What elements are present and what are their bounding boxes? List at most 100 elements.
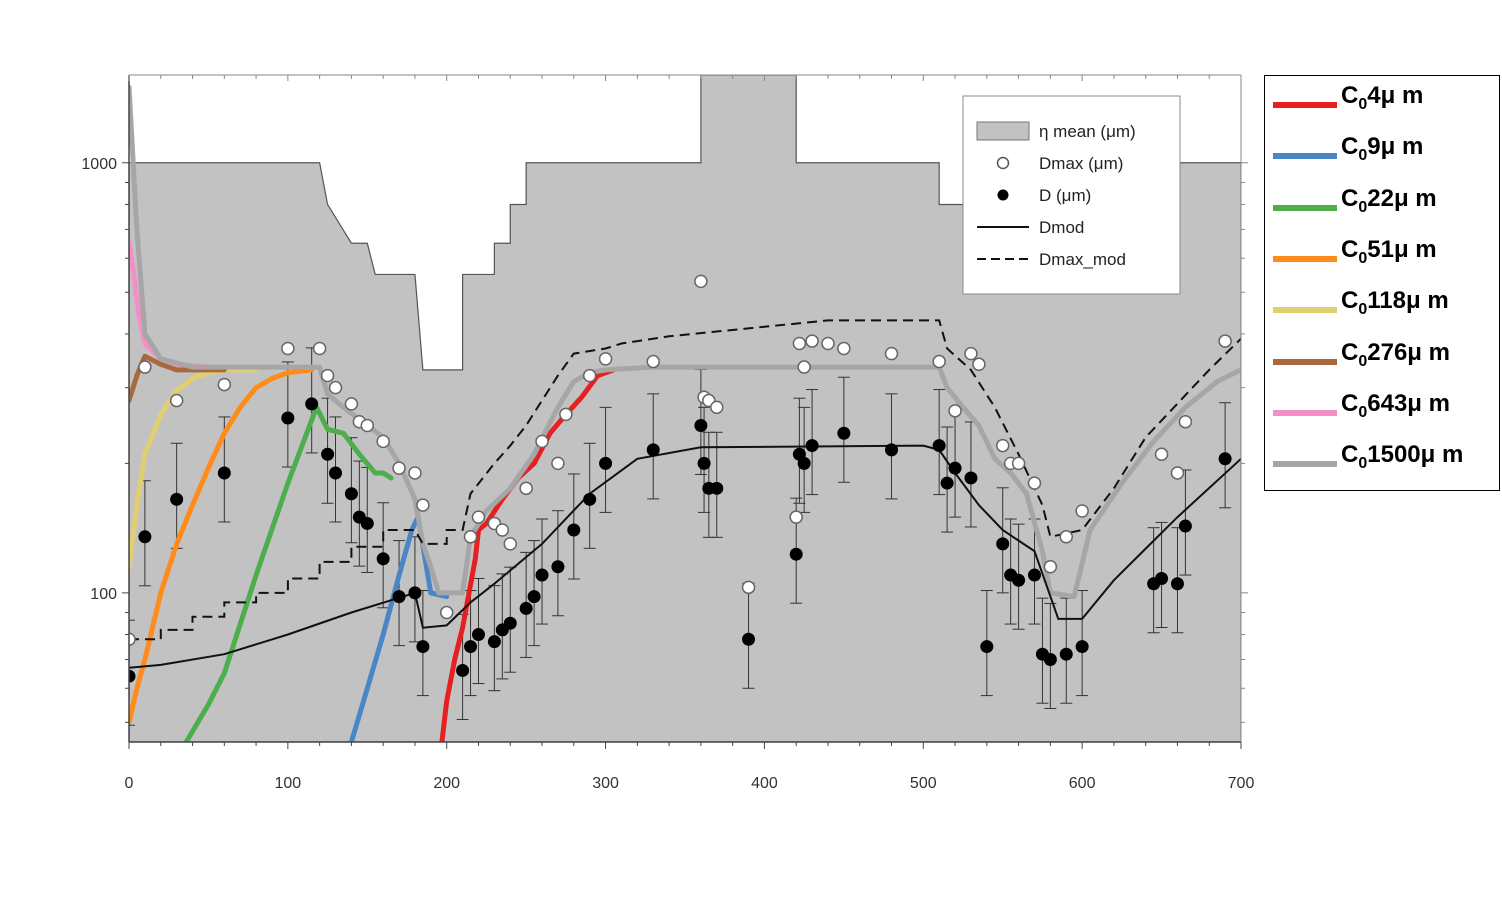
dmax-point (1059, 530, 1074, 544)
d-point (1012, 573, 1026, 587)
d-point (567, 523, 581, 537)
inner-legend-label: Dmax (μm) (1039, 154, 1123, 173)
d-point (789, 547, 803, 561)
d-point (964, 471, 978, 485)
dmax-point (972, 357, 986, 372)
dmax-point (741, 580, 756, 595)
model-legend-size: 118μ m (1367, 287, 1449, 315)
d-point (503, 616, 517, 630)
dmax-point (471, 510, 486, 524)
dmax-point (884, 346, 899, 361)
inner-legend-label: Dmax_mod (1039, 250, 1126, 269)
model-legend-swatch (1273, 255, 1337, 262)
d-point (980, 640, 994, 654)
dmax-point (416, 498, 430, 512)
dmax-point (328, 380, 343, 395)
model-legend-item: C0118μ m (1273, 285, 1499, 325)
d-point (1178, 519, 1192, 533)
d-point (321, 447, 335, 461)
model-legend-swatch (1273, 307, 1337, 314)
model-legend-label: C051μ m (1341, 235, 1437, 267)
model-legend-item: C0643μ m (1273, 388, 1499, 428)
d-point (305, 397, 319, 411)
d-point (217, 466, 231, 480)
inner-legend-label: η mean (μm) (1039, 122, 1136, 141)
dmax-point (551, 456, 565, 471)
legend-open-circle-icon (996, 156, 1010, 170)
model-legend: C04μ m C09μ m C022μ m C051μ m C0118μ m C0276μ… (1264, 75, 1500, 491)
model-legend-swatch (1273, 153, 1337, 160)
dmax-point (559, 407, 573, 422)
dmax-point (792, 336, 807, 351)
model-legend-swatch (1273, 461, 1337, 468)
inner-legend-item: Dmax (μm) (996, 154, 1123, 173)
dmax-point (312, 341, 327, 356)
inner-legend-label: D (μm) (1039, 186, 1091, 205)
d-point (996, 537, 1010, 551)
model-legend-size: 9μ m (1367, 133, 1424, 161)
d-point (1170, 577, 1184, 591)
d-point (344, 487, 358, 501)
dmax-point (646, 354, 660, 369)
d-point (940, 476, 954, 490)
model-legend-size: 22μ m (1367, 184, 1437, 212)
inner-legend-item: η mean (μm) (976, 121, 1136, 141)
dmax-point (789, 510, 803, 524)
d-point (138, 530, 152, 544)
inner-legend-item: D (μm) (997, 186, 1091, 205)
d-point (885, 443, 899, 457)
model-legend-item: C01500μ m (1273, 439, 1499, 479)
dmax-point (376, 434, 390, 449)
d-point (694, 418, 708, 432)
d-point (742, 632, 756, 646)
dmax-point (217, 377, 232, 392)
dmax-point (821, 336, 835, 351)
d-point (1059, 647, 1073, 661)
dmax-point (503, 537, 518, 551)
model-line-c0-1500 (129, 84, 1241, 600)
model-legend-swatch (1273, 102, 1337, 108)
d-point (1155, 571, 1169, 585)
inner-legend-item: Dmod (977, 218, 1084, 237)
model-legend-size: 1500μ m (1367, 441, 1464, 469)
x-tick-label: 300 (592, 775, 619, 792)
dmax-point (710, 400, 724, 415)
model-legend-label: C0118μ m (1341, 287, 1449, 319)
dmax-mod-line (129, 319, 1241, 641)
d-point (646, 443, 660, 457)
dmax-point (1178, 414, 1193, 429)
dmax-point (837, 341, 851, 356)
legend-patch-icon (976, 121, 1030, 141)
model-legend-size: 51μ m (1367, 235, 1437, 263)
model-legend-item: C0276μ m (1273, 337, 1499, 377)
model-legend-swatch (1273, 358, 1337, 365)
d-point (1043, 652, 1057, 666)
d-point (527, 590, 541, 604)
dmax-point (439, 605, 454, 620)
d-point (519, 601, 533, 615)
legend-filled-circle-icon (997, 189, 1009, 201)
d-point (535, 568, 549, 582)
model-legend-label: C09μ m (1341, 133, 1424, 165)
dmax-point (1154, 447, 1169, 462)
d-point (471, 628, 485, 642)
dmax-point (964, 346, 978, 361)
d-point (1075, 640, 1089, 654)
y-tick-label: 100 (90, 586, 117, 603)
d-point (329, 466, 343, 480)
model-legend-label: C0276μ m (1341, 338, 1450, 370)
x-tick-label: 200 (433, 775, 460, 792)
dmax-point (995, 438, 1010, 453)
axes: 0 100 200 300 400 500 600 700 100 1000 (81, 74, 1254, 792)
model-legend-swatch (1273, 409, 1337, 416)
x-tick-label: 500 (910, 775, 937, 792)
d-point (1027, 568, 1041, 582)
dmax-point (582, 368, 597, 383)
dmax-point (281, 341, 295, 356)
dmax-point (344, 397, 359, 411)
dmax-point (932, 354, 946, 369)
y-tick-label: 1000 (81, 156, 117, 173)
d-point (837, 426, 851, 440)
dmax-point (1218, 334, 1232, 348)
dmax-point (535, 434, 549, 449)
